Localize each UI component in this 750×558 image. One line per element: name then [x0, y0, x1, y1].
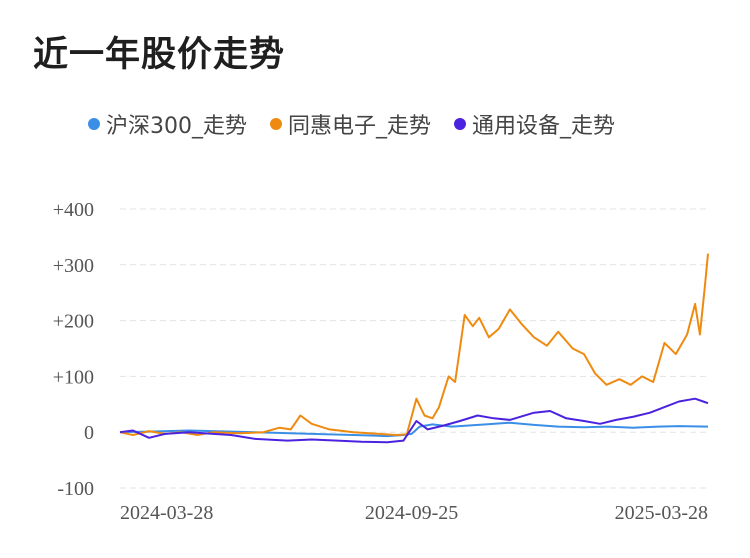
series-line-2 — [119, 397, 709, 444]
series-lines — [119, 253, 709, 444]
series-line-1 — [119, 253, 709, 436]
legend-marker-general-equipment — [454, 118, 467, 130]
y-tick-label: +200 — [53, 311, 94, 333]
y-tick-label: +300 — [53, 255, 94, 277]
legend-item-hs300[interactable]: 沪深300_走势 — [88, 108, 247, 140]
y-tick-label: 0 — [84, 422, 94, 444]
legend-item-tonghui[interactable]: 同惠电子_走势 — [270, 108, 431, 140]
legend-label-tonghui: 同惠电子_走势 — [288, 114, 432, 139]
grid-lines — [120, 208, 708, 489]
legend-label-general-equipment: 通用设备_走势 — [472, 114, 616, 139]
x-tick-label: 2024-09-25 — [365, 502, 458, 524]
y-tick-label: +400 — [53, 199, 94, 221]
chart-title: 近一年股价走势 — [33, 35, 286, 75]
legend: 沪深300_走势 同惠电子_走势 通用设备_走势 — [88, 108, 638, 140]
legend-marker-tonghui — [270, 118, 282, 130]
legend-item-general-equipment[interactable]: 通用设备_走势 — [454, 108, 615, 140]
x-tick-label: 2024-03-28 — [120, 502, 213, 524]
x-tick-label: 2025-03-28 — [615, 502, 708, 524]
y-axis-tick-labels: +400 +300 +200 +100 0 -100 — [53, 199, 94, 500]
x-axis-tick-labels: 2024-03-28 2024-09-25 2025-03-28 — [120, 502, 708, 524]
y-tick-label: +100 — [53, 366, 94, 388]
legend-marker-hs300 — [88, 118, 100, 130]
y-tick-label: -100 — [57, 478, 94, 500]
legend-label-hs300: 沪深300_走势 — [106, 114, 247, 139]
